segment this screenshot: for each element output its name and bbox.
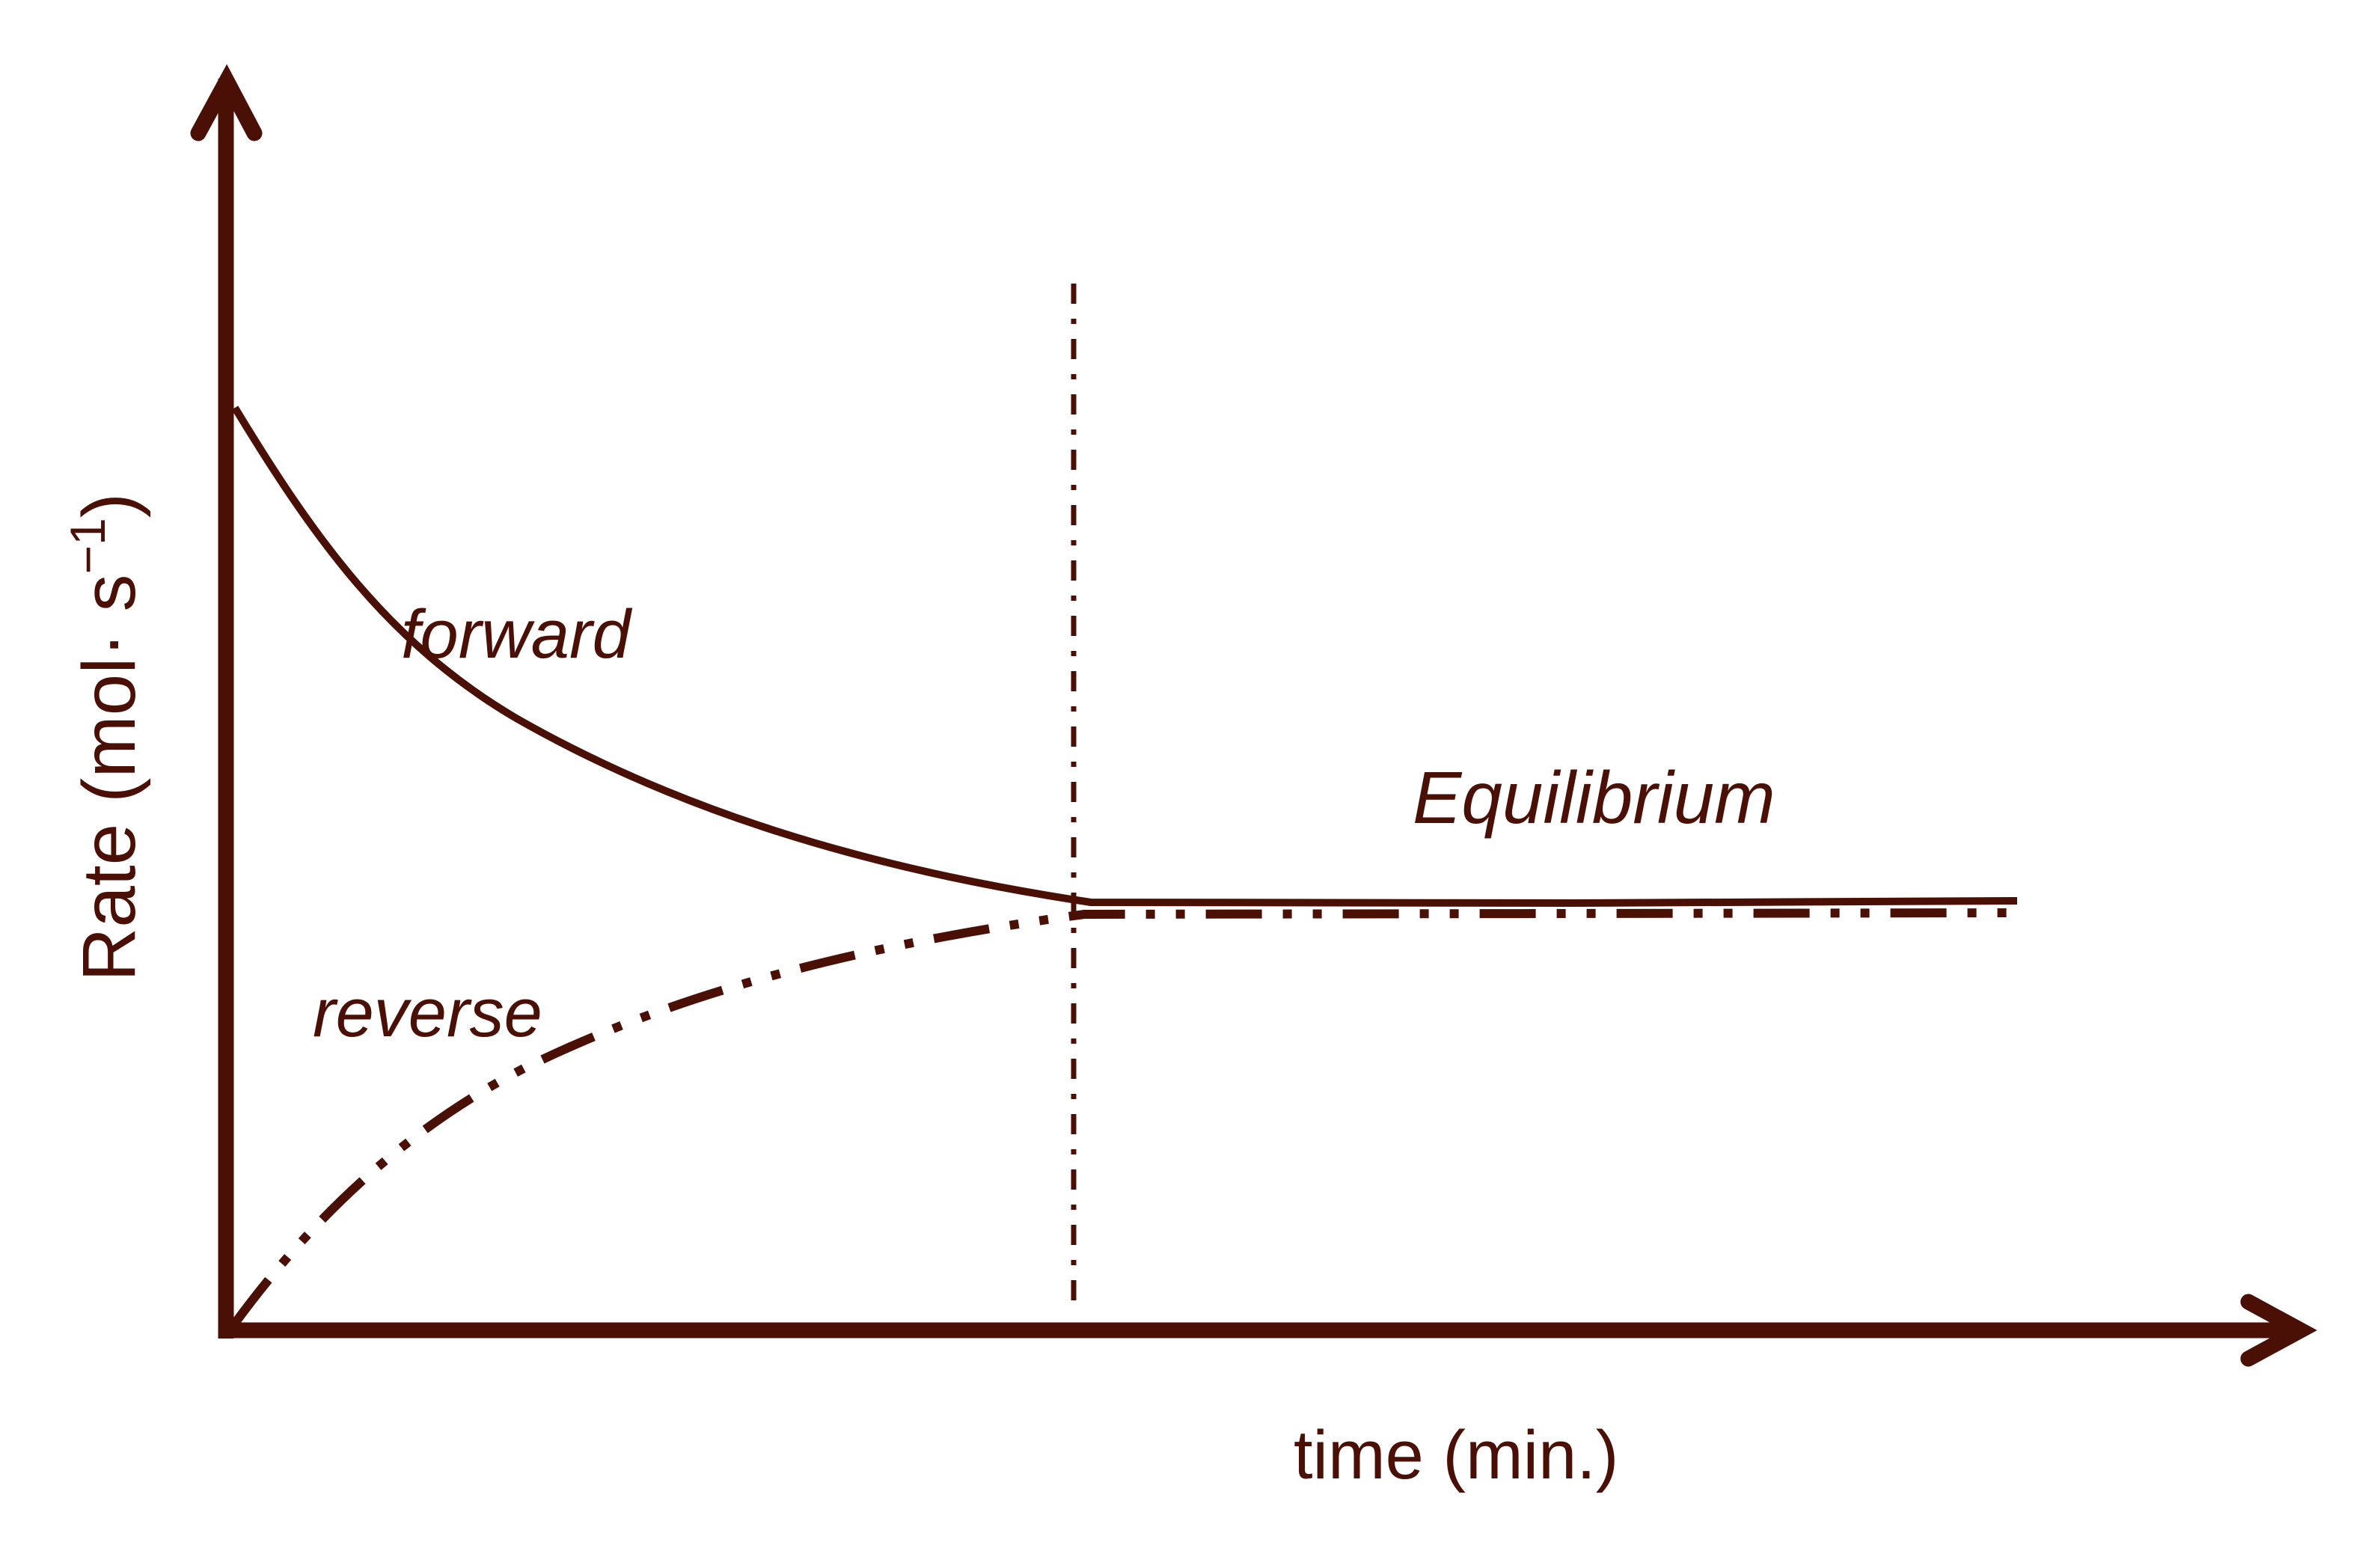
x-axis — [218, 1294, 2318, 1367]
forward-label: forward — [401, 596, 633, 673]
reverse-curve — [230, 908, 2018, 1327]
y-axis-arrow-icon — [190, 64, 263, 141]
y-axis-label-close: ) — [67, 493, 151, 518]
equilibrium-label: Equilibrium — [1413, 756, 1775, 839]
y-axis — [190, 64, 263, 1339]
x-axis-label: time (min.) — [1294, 1417, 1618, 1493]
y-axis-label: Rate (mol· s−1) — [60, 493, 151, 982]
x-axis-arrow-icon — [2240, 1294, 2318, 1367]
y-axis-label-main: Rate (mol· s — [67, 574, 151, 982]
forward-curve — [231, 406, 2018, 908]
y-axis-label-exponent: −1 — [60, 518, 115, 574]
svg-text:Rate (mol· s−1): Rate (mol· s−1) — [60, 493, 151, 982]
reverse-label: reverse — [313, 975, 542, 1051]
